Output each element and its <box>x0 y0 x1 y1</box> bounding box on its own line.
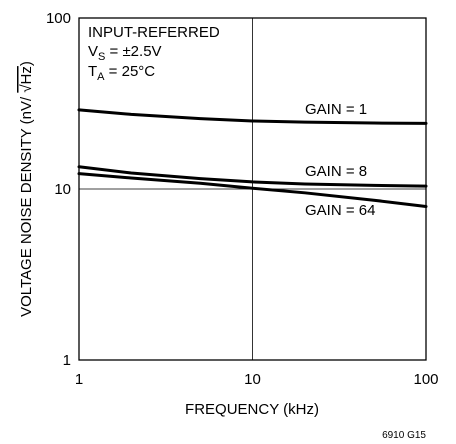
x-tick-label: 1 <box>75 371 83 388</box>
y-axis-title-text: VOLTAGE NOISE DENSITY (nV/ <box>18 96 35 317</box>
figure-id: 6910 G15 <box>382 430 426 441</box>
annotation-subscript: S <box>98 51 105 63</box>
x-axis-title: FREQUENCY (kHz) <box>185 401 319 418</box>
y-axis-title: VOLTAGE NOISE DENSITY (nV/ √Hz) <box>18 61 35 317</box>
annotation-input-referred: INPUT-REFERRED <box>88 24 220 41</box>
annotation-supply: VS = ±2.5V <box>88 43 162 63</box>
series-line-gain-1 <box>77 108 428 125</box>
y-tick-label: 10 <box>54 181 71 198</box>
series-line-gain-8 <box>77 165 428 188</box>
tick-labels: 1 10 100 1 10 100 <box>46 10 439 388</box>
annotation-temp: TA = 25°C <box>88 63 155 83</box>
series-label: GAIN = 64 <box>305 202 375 219</box>
conditions-annotation: INPUT-REFERRED VS = ±2.5V TA = 25°C <box>88 24 220 83</box>
plot-frame <box>78 17 427 361</box>
series-layer: GAIN = 1 GAIN = 8 GAIN = 64 <box>77 101 428 219</box>
x-tick-label: 100 <box>413 371 438 388</box>
series-label: GAIN = 8 <box>305 163 367 180</box>
annotation-subscript: A <box>97 71 105 83</box>
y-axis-title-tail: ) <box>18 61 35 66</box>
annotation-symbol: T <box>88 63 97 80</box>
series-label: GAIN = 1 <box>305 101 367 118</box>
y-tick-label: 100 <box>46 10 71 27</box>
annotation-symbol: V <box>88 43 98 60</box>
y-tick-label: 1 <box>63 352 71 369</box>
y-axis-title-radicand: √Hz <box>18 66 35 93</box>
series-line-gain-64 <box>77 172 428 209</box>
annotation-value: = ±2.5V <box>105 43 161 60</box>
annotation-value: = 25°C <box>105 63 156 80</box>
x-tick-label: 10 <box>244 371 261 388</box>
